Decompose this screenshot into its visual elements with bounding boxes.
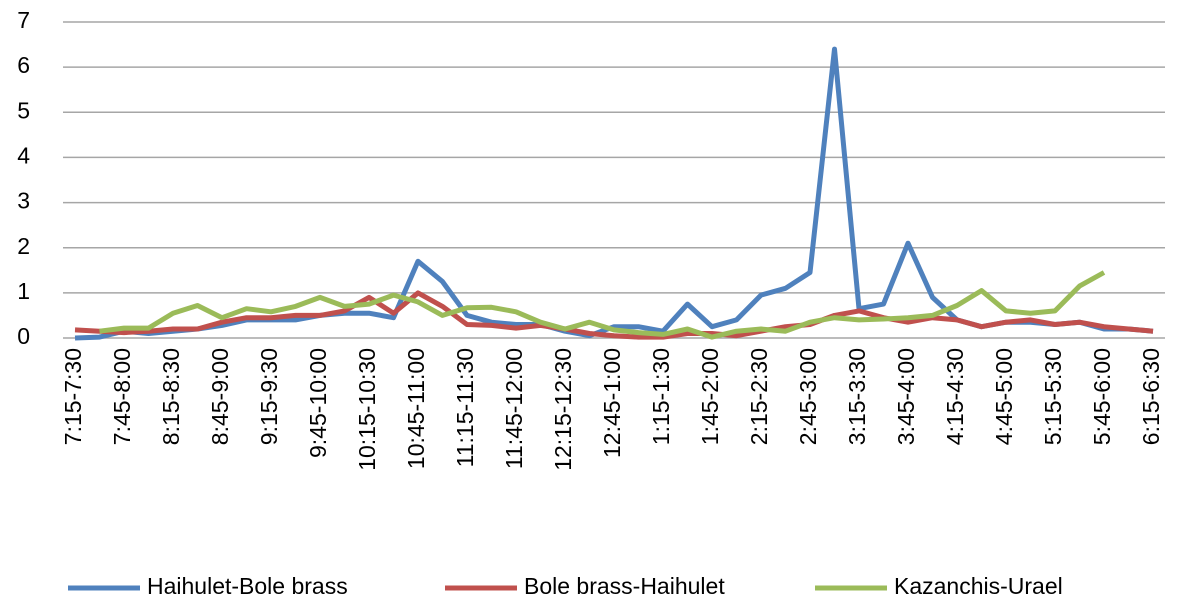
x-tick-label: 11:45-12:00	[501, 348, 527, 469]
y-tick-label: 1	[17, 278, 30, 304]
legend-label: Bole brass-Haihulet	[524, 573, 725, 599]
x-tick-label: 9:15-9:30	[256, 348, 282, 445]
x-tick-label: 12:45-1:00	[599, 348, 625, 458]
x-tick-label: 2:45-3:00	[795, 348, 821, 445]
y-tick-label: 3	[17, 188, 30, 214]
legend-label: Kazanchis-Urael	[894, 573, 1063, 599]
x-tick-label: 7:45-8:00	[109, 348, 135, 445]
x-tick-label: 1:15-1:30	[648, 348, 674, 445]
x-tick-label: 2:15-2:30	[746, 348, 772, 445]
series-line	[99, 270, 1106, 340]
y-tick-label: 5	[17, 97, 30, 123]
x-tick-label: 1:45-2:00	[697, 348, 723, 445]
y-tick-label: 6	[17, 52, 30, 78]
x-tick-label: 4:45-5:00	[991, 348, 1017, 445]
x-tick-label: 5:15-5:30	[1040, 348, 1066, 445]
series-line	[74, 46, 1154, 341]
x-tick-label: 3:15-3:30	[844, 348, 870, 445]
y-tick-label: 0	[17, 323, 30, 349]
series-line	[74, 290, 1154, 340]
x-tick-label: 8:15-8:30	[158, 348, 184, 445]
x-tick-label: 8:45-9:00	[207, 348, 233, 445]
legend-label: Haihulet-Bole brass	[147, 573, 348, 599]
x-tick-label: 5:45-6:00	[1089, 348, 1115, 445]
x-tick-label: 7:15-7:30	[60, 348, 86, 445]
x-tick-label: 6:15-6:30	[1138, 348, 1164, 445]
y-tick-label: 4	[17, 143, 30, 169]
x-tick-label: 9:45-10:00	[305, 348, 331, 458]
x-tick-label: 4:15-4:30	[942, 348, 968, 445]
y-tick-label: 2	[17, 233, 30, 259]
x-tick-label: 10:45-11:00	[403, 348, 429, 469]
x-tick-label: 10:15-10:30	[354, 348, 380, 471]
x-tick-label: 11:15-11:30	[452, 348, 478, 467]
x-tick-label: 3:45-4:00	[893, 348, 919, 445]
y-tick-label: 7	[17, 7, 30, 33]
x-tick-label: 12:15-12:30	[550, 348, 576, 471]
